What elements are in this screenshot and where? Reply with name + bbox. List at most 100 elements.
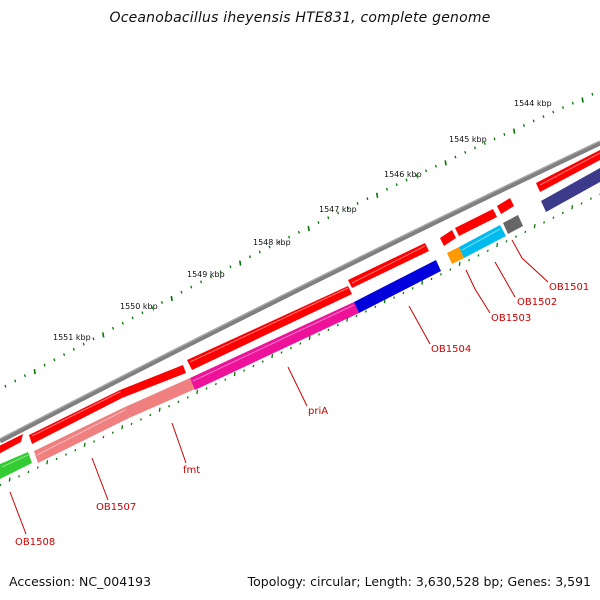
accession-text: Accession: NC_004193 [9,574,152,589]
gene-label-OB1502: OB1502 [517,297,557,308]
gene-label-fmt: fmt [183,465,200,476]
ruler-minor-tick [200,280,203,284]
inner-track-tick [308,335,311,341]
inner-track-tick [327,328,330,332]
ruler-minor-tick [552,110,555,114]
inner-track-tick [430,277,433,281]
gene-label-OB1508: OB1508 [15,537,55,548]
leader-line-OB1504 [408,305,431,345]
gene-label-OB1501: OB1501 [549,282,589,293]
ruler-minor-tick [317,221,320,225]
ruler-minor-tick [522,124,525,127]
ruler-tick-label: 1547 kbp [319,205,357,214]
gene-box-OB1507 [34,407,129,463]
ruler-minor-tick [151,306,154,310]
ruler-minor-tick [63,353,66,357]
ruler-tick-label: 1546 kbp [384,170,422,179]
inner-track-tick [149,413,152,417]
inner-track-tick [543,221,545,224]
gene-label-OB1504: OB1504 [431,344,471,355]
cds-arrow [187,286,352,370]
cds-arrow [536,150,600,192]
inner-track-tick [533,224,536,229]
inner-track-tick [515,235,517,238]
ruler-minor-tick [591,92,594,96]
gene-label-priA: priA [308,406,328,417]
inner-track-tick [402,291,405,295]
ruler-major-tick [444,160,447,166]
ruler-minor-tick [160,300,163,304]
gene-labels: OB1501 OB1502 OB1503 OB1504 priA fmt OB1… [15,282,589,548]
ruler-major-tick [170,295,173,302]
ruler-minor-tick [493,137,496,141]
cds-arrow [0,434,23,454]
cds-arrow [455,209,497,236]
ruler-minor-tick [571,101,574,105]
ruler-minor-tick [268,245,271,249]
inner-track-tick [8,477,11,482]
inner-track-tick [299,342,302,345]
ruler-minor-tick [503,132,506,136]
ruler-tick-label: 1544 kbp [514,99,552,108]
inner-track-tick [374,305,377,309]
ruler-minor-tick [366,197,369,201]
gene-box-highlight [1,228,501,468]
inner-track-tick [83,442,86,447]
inner-track-tick [130,422,133,426]
reverse-strand [0,168,600,479]
inner-track-tick [590,197,592,200]
ruler-minor-tick [542,115,545,118]
inner-track-tick [140,418,142,421]
inner-track-tick [486,249,489,252]
ruler-minor-tick [532,119,535,123]
ruler-minor-tick [72,347,75,351]
inner-track-tick [318,333,320,336]
inner-track-tick [571,205,574,210]
inner-track-tick [393,296,395,299]
ruler-minor-tick [297,230,300,234]
ruler-minor-tick [395,183,398,187]
gene-box-priA [190,302,359,390]
inner-track-tick [121,425,124,430]
ruler-minor-tick [464,151,467,154]
ruler-minor-tick [454,155,457,159]
ruler-tick-label: 1549 kbp [187,270,225,279]
cds-arrow [120,365,186,398]
inner-track-tick [215,382,217,386]
ruler-minor-tick [337,211,340,215]
ruler-minor-tick [190,285,193,289]
inner-track-tick [65,453,67,456]
gene-box-unlabeled [541,168,600,212]
ruler-minor-tick [434,164,437,168]
inner-track-tick [477,254,480,257]
inner-track-tick [468,259,470,262]
ruler-minor-tick [209,275,212,279]
gene-box-OB1502 [459,225,506,258]
inner-track-tick [252,364,255,368]
ruler-minor-tick [425,169,428,173]
inner-track-tick [46,460,49,465]
inner-track-tick [55,457,58,461]
ruler-minor-tick [131,316,134,320]
ruler-minor-tick [327,216,330,220]
ruler-tick-label: 1545 kbp [449,135,487,144]
inner-track-tick [524,230,527,234]
inner-track-tick [111,431,114,434]
ruler-minor-tick [258,250,261,254]
gene-box-OB1503 [447,247,464,264]
inner-track-tick [177,400,180,404]
ruler-minor-tick [248,255,252,259]
ruler-minor-tick [180,290,183,294]
inner-track-tick [243,369,245,372]
inner-track-tick [102,435,105,439]
ruler-major-tick [307,226,310,232]
ruler-minor-tick [82,342,85,346]
inner-track-tick [449,268,452,271]
cds-arrow [497,198,514,214]
leader-line-OB1501 [511,239,549,283]
inner-track-tick [0,483,2,487]
ruler-minor-tick [53,358,56,362]
ruler-minor-tick [346,206,349,210]
ruler-tick-label: 1550 kbp [120,302,158,311]
